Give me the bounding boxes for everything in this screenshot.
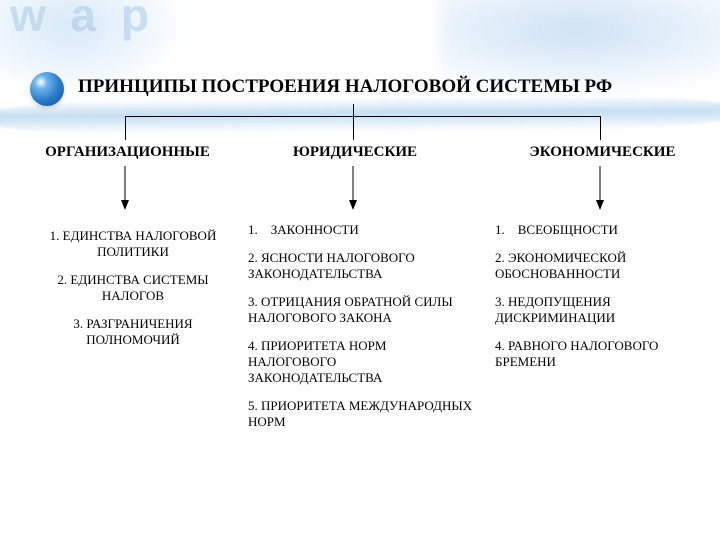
page-title: ПРИНЦИПЫ ПОСТРОЕНИЯ НАЛОГОВОЙ СИСТЕМЫ РФ (78, 76, 612, 98)
column-items-econ: 1. ВСЕОБЩНОСТИ 2. ЭКОНОМИЧЕСКОЙ ОБОСНОВА… (495, 222, 705, 382)
list-item: 2. ЯСНОСТИ НАЛОГОВОГО ЗАКОНОДАТЕЛЬСТВА (248, 250, 473, 282)
column-header-org: ОРГАНИЗАЦИОННЫЕ (25, 144, 230, 161)
list-item: 3. РАЗГРАНИЧЕНИЯ ПОЛНОМОЧИЙ (38, 316, 228, 348)
list-item: 2. ЕДИНСТВА СИСТЕМЫ НАЛОГОВ (38, 272, 228, 304)
list-item: 3. НЕДОПУЩЕНИЯ ДИСКРИМИНАЦИИ (495, 294, 705, 326)
bg-letters: w a p (10, 0, 155, 42)
list-item: 4. РАВНОГО НАЛОГОВОГО БРЕМЕНИ (495, 338, 705, 370)
list-item: 1. ЗАКОННОСТИ (248, 222, 473, 238)
column-header-econ: ЭКОНОМИЧЕСКИЕ (505, 144, 700, 161)
tree-drop-left (125, 116, 126, 140)
list-item: 2. ЭКОНОМИЧЕСКОЙ ОБОСНОВАННОСТИ (495, 250, 705, 282)
arrow-econ (595, 166, 605, 210)
tree-stem (353, 104, 354, 116)
list-item: 1. ВСЕОБЩНОСТИ (495, 222, 705, 238)
tree-drop-mid (353, 116, 354, 140)
tree-drop-right (600, 116, 601, 140)
arrow-org (120, 166, 130, 210)
list-item: 1. ЕДИНСТВА НАЛОГОВОЙ ПОЛИТИКИ (38, 228, 228, 260)
list-item: 4. ПРИОРИТЕТА НОРМ НАЛОГОВОГО ЗАКОНОДАТЕ… (248, 338, 473, 386)
arrow-legal (348, 166, 358, 210)
title-bullet-icon (30, 72, 64, 106)
column-header-legal: ЮРИДИЧЕСКИЕ (265, 144, 445, 161)
column-items-legal: 1. ЗАКОННОСТИ 2. ЯСНОСТИ НАЛОГОВОГО ЗАКО… (248, 222, 473, 442)
list-item: 5. ПРИОРИТЕТА МЕЖДУНАРОДНЫХ НОРМ (248, 398, 473, 430)
list-item: 3. ОТРИЦАНИЯ ОБРАТНОЙ СИЛЫ НАЛОГОВОГО ЗА… (248, 294, 473, 326)
bg-swoosh (0, 95, 720, 136)
column-items-org: 1. ЕДИНСТВА НАЛОГОВОЙ ПОЛИТИКИ 2. ЕДИНСТ… (38, 228, 228, 360)
tree-crossbar (125, 116, 600, 117)
